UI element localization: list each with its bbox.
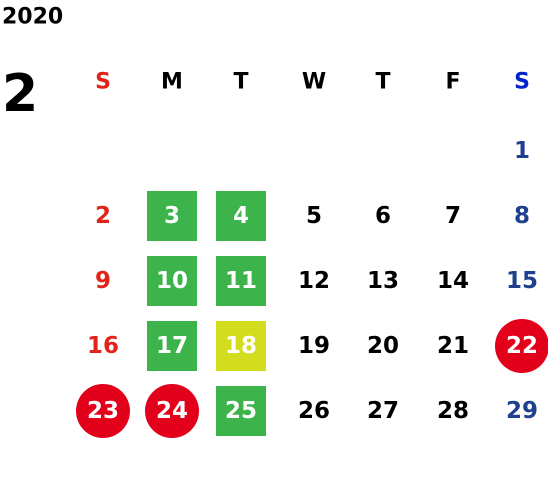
- day-number: 3: [164, 203, 180, 229]
- year: 2020: [2, 5, 63, 30]
- day-number: 17: [156, 333, 188, 359]
- day-number: 13: [367, 268, 399, 294]
- weekday-label: S: [95, 70, 111, 95]
- day-number: 24: [156, 398, 188, 424]
- day-number: 28: [437, 398, 469, 424]
- month: 2: [2, 64, 38, 124]
- day-number: 21: [437, 333, 469, 359]
- day-number: 19: [298, 333, 330, 359]
- day-number: 14: [437, 268, 469, 294]
- weekday-label: T: [233, 70, 248, 95]
- day-number: 4: [233, 203, 249, 229]
- day-number: 25: [225, 398, 257, 424]
- day-number: 22: [506, 333, 538, 359]
- day-number: 29: [506, 398, 538, 424]
- day-number: 7: [445, 203, 461, 229]
- day-number: 11: [225, 268, 257, 294]
- day-number: 20: [367, 333, 399, 359]
- day-number: 5: [306, 203, 322, 229]
- day-number: 9: [95, 268, 111, 294]
- day-highlight: [495, 319, 548, 373]
- day-number: 16: [87, 333, 119, 359]
- weekday-label: S: [514, 70, 530, 95]
- day-highlight: [147, 256, 197, 306]
- weekday-label: W: [302, 70, 326, 95]
- weekday-label: F: [445, 70, 460, 95]
- day-number: 23: [87, 398, 119, 424]
- day-number: 8: [514, 203, 530, 229]
- day-number: 27: [367, 398, 399, 424]
- day-number: 12: [298, 268, 330, 294]
- weekday-label: T: [375, 70, 390, 95]
- weekday-label: M: [161, 70, 183, 95]
- day-highlight: [76, 384, 130, 438]
- day-highlight: [147, 321, 197, 371]
- day-number: 2: [95, 203, 111, 229]
- day-number: 6: [375, 203, 391, 229]
- day-highlight: [216, 256, 266, 306]
- day-highlight: [216, 191, 266, 241]
- day-highlight: [145, 384, 199, 438]
- day-number: 15: [506, 268, 538, 294]
- day-highlight: [216, 386, 266, 436]
- day-number: 1: [514, 138, 530, 164]
- day-number: 26: [298, 398, 330, 424]
- day-highlight: [216, 321, 266, 371]
- day-number: 18: [225, 333, 257, 359]
- day-highlight: [147, 191, 197, 241]
- day-number: 10: [156, 268, 188, 294]
